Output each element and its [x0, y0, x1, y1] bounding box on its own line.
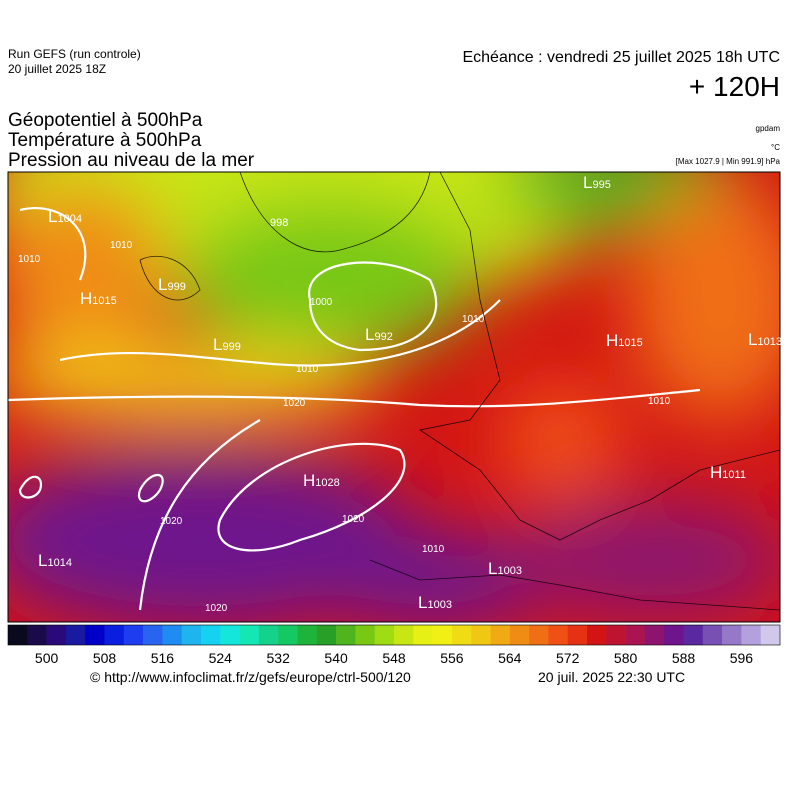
colorbar-swatch [761, 625, 781, 645]
colorbar-tick-label: 508 [93, 650, 117, 666]
run: Run GEFS (run controle) [8, 47, 141, 61]
isobar-label: 1010 [18, 254, 41, 265]
colorbar-swatch [182, 625, 202, 645]
source-url: © http://www.infoclimat.fr/z/gefs/europe… [90, 669, 411, 685]
colorbar-swatch [645, 625, 665, 645]
field: Pression au niveau de la mer [8, 150, 255, 171]
run-date: 20 juillet 2025 18Z [8, 62, 106, 76]
isobar-label: 1020 [160, 516, 183, 527]
colorbar-swatch [452, 625, 472, 645]
isobar-label: 1020 [205, 603, 228, 614]
colorbar-swatch [664, 625, 684, 645]
isobar-label: 1020 [342, 514, 365, 525]
colorbar-swatch [317, 625, 337, 645]
colorbar-swatch [433, 625, 453, 645]
colorbar-tick-label: 572 [556, 650, 580, 666]
isobar-label: 1000 [310, 297, 333, 308]
pressure-range: [Max 1027.9 | Min 991.9] hPa [676, 157, 781, 166]
colorbar-swatch [105, 625, 125, 645]
colorbar-swatch [510, 625, 530, 645]
colorbar-tick-label: 564 [498, 650, 522, 666]
colorbar-swatch [66, 625, 86, 645]
field: Géopotentiel à 500hPa [8, 110, 203, 131]
colorbar-tick-label: 596 [730, 650, 754, 666]
colorbar-swatch [491, 625, 511, 645]
issued-time: 20 juil. 2025 22:30 UTC [538, 669, 685, 685]
field: Température à 500hPa [8, 130, 202, 151]
colorbar-swatch [413, 625, 433, 645]
isobar-label: 1010 [462, 314, 485, 325]
pressure-center: 998 [270, 217, 288, 229]
colorbar-swatch [684, 625, 704, 645]
colorbar-swatch [278, 625, 298, 645]
unit: °C [771, 143, 780, 152]
colorbar-tick-label: 588 [672, 650, 696, 666]
colorbar-swatch [259, 625, 279, 645]
colorbar-swatch [741, 625, 761, 645]
colorbar-swatch [298, 625, 318, 645]
colorbar-tick-label: 516 [151, 650, 175, 666]
colorbar-swatch [375, 625, 395, 645]
colorbar-swatch [27, 625, 47, 645]
colorbar-swatch [529, 625, 549, 645]
colorbar-tick-label: 556 [440, 650, 464, 666]
colorbar-swatch [471, 625, 491, 645]
colorbar-swatch [606, 625, 626, 645]
colorbar-swatch [8, 625, 28, 645]
colorbar-swatch [201, 625, 221, 645]
colorbar-swatch [220, 625, 240, 645]
lead-time: + 120H [689, 71, 780, 102]
colorbar-swatch [703, 625, 723, 645]
isobar-label: 1010 [422, 544, 445, 555]
colorbar-swatch [336, 625, 356, 645]
unit: gpdam [756, 124, 781, 133]
colorbar-swatch [722, 625, 742, 645]
isobar-label: 1010 [110, 240, 133, 251]
colorbar-swatch [568, 625, 588, 645]
valid-time: Echéance : vendredi 25 juillet 2025 18h … [462, 49, 780, 66]
colorbar-tick-label: 500 [35, 650, 59, 666]
colorbar-swatch [626, 625, 646, 645]
colorbar-swatch [587, 625, 607, 645]
colorbar-swatch [548, 625, 568, 645]
colorbar: 5005085165245325405485565645725805885966… [8, 625, 788, 666]
colorbar-swatch [143, 625, 163, 645]
colorbar-tick-label: 540 [324, 650, 348, 666]
colorbar-tick-label: 532 [267, 650, 291, 666]
colorbar-tick-label: 524 [209, 650, 233, 666]
isobar-label: 1010 [296, 364, 319, 375]
colorbar-swatch [355, 625, 375, 645]
colorbar-swatch [394, 625, 414, 645]
colorbar-swatch [162, 625, 182, 645]
colorbar-swatch [47, 625, 67, 645]
colorbar-swatch [124, 625, 144, 645]
colorbar-swatch [85, 625, 105, 645]
isobar-label: 1020 [283, 398, 306, 409]
isobar-label: 1010 [648, 396, 671, 407]
colorbar-tick-label: 548 [382, 650, 406, 666]
colorbar-swatch [240, 625, 260, 645]
colorbar-tick-label: 580 [614, 650, 638, 666]
